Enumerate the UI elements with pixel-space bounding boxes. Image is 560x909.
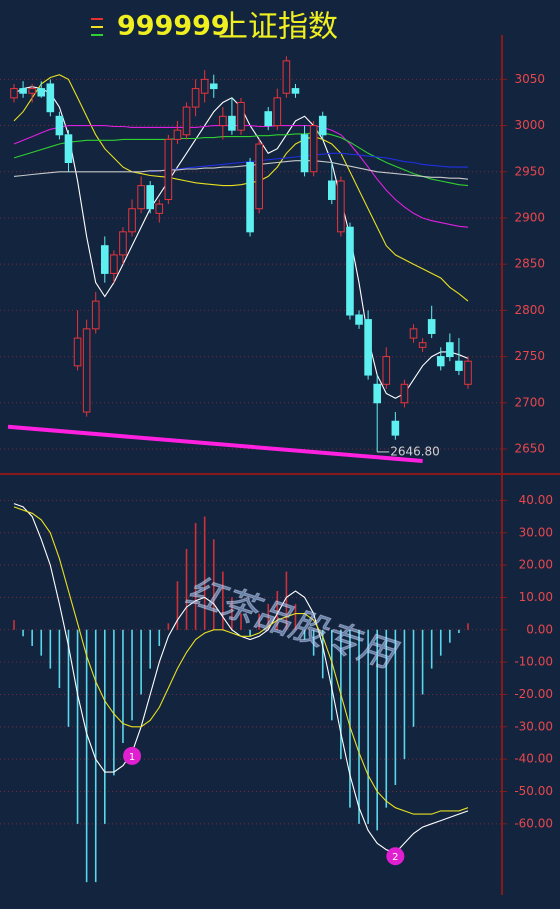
candle-body [137,185,145,210]
marker-label: 2 [392,852,398,863]
candle-body [173,129,182,140]
y-tick-label: 20.00 [519,558,553,572]
candle-body [55,115,64,136]
candle-body [255,143,263,210]
candle-body [273,97,282,127]
candle-body [110,254,118,274]
y-tick-label: 2650 [514,441,545,455]
line-series [150,152,468,173]
stock-code: 999999 [117,11,230,42]
y-tick-label: -60.00 [514,816,553,830]
candle-body [355,314,363,325]
candle-body [427,319,436,334]
candle-body [19,88,27,94]
candle-body [400,383,409,404]
line-series [13,132,469,187]
y-tick-label: -20.00 [514,687,553,701]
y-tick-label: 3000 [514,118,545,132]
candle-body [91,300,100,330]
candle-body [346,226,354,316]
candle-body [155,203,164,214]
candle-body [37,88,46,97]
candle-body [409,328,418,339]
y-tick-label: 10.00 [519,590,553,604]
y-tick-label: 2800 [514,303,545,317]
line-series [13,160,469,180]
candle-body [373,383,381,404]
y-tick-label: 3050 [514,72,545,86]
candle-body [119,231,127,256]
candle-body [146,185,154,210]
candle-body [291,88,300,94]
candle-body [219,115,227,127]
candle-body [10,88,18,99]
y-tick-label: -10.00 [514,655,553,669]
candle-body [82,328,91,413]
y-tick-label: -30.00 [514,719,553,733]
candle-body [328,180,336,200]
line-series [13,74,469,302]
candle-body [64,134,73,164]
candle-body [464,360,472,385]
candle-body [237,101,245,131]
candle-body [209,83,218,90]
candle-body [436,356,445,367]
candle-body [182,106,191,136]
chart-title: 上证指数 [218,10,338,45]
candle-body [46,83,55,113]
candle-body [264,111,273,127]
low-label: 2646.80 [390,444,440,458]
line-series [13,506,469,815]
candle-body [128,208,136,233]
candle-body [164,138,173,200]
y-tick-label: -50.00 [514,784,553,798]
candle-body [246,162,254,233]
candle-body [418,342,427,348]
candle-body [73,337,82,367]
candle-body [228,115,236,131]
marker [386,847,405,866]
y-tick-label: 0.00 [526,622,553,636]
candle-body [382,356,391,385]
candle-body [391,420,400,436]
candle-body [364,319,372,376]
candle-body [446,342,454,358]
candle-body [200,78,209,94]
marker-label: 1 [129,752,135,763]
candle-body [191,88,200,108]
candle-body [337,180,345,233]
candle-body [318,115,327,136]
y-tick-label: 2850 [514,257,545,271]
y-tick-label: 30.00 [519,525,553,539]
y-tick-label: 2750 [514,349,545,363]
candle-body [300,134,309,173]
marker [123,746,142,765]
y-tick-label: 2700 [514,395,545,409]
trendline [7,424,423,463]
candle-body [101,245,109,274]
y-tick-label: 2900 [514,210,545,224]
y-tick-label: 2950 [514,164,545,178]
candle-body [309,125,318,173]
y-tick-label: -40.00 [514,752,553,766]
y-tick-label: 40.00 [519,493,553,507]
header-icon [91,18,103,36]
candle-body [282,60,291,94]
candle-body [455,360,463,371]
candle-body [28,88,36,94]
